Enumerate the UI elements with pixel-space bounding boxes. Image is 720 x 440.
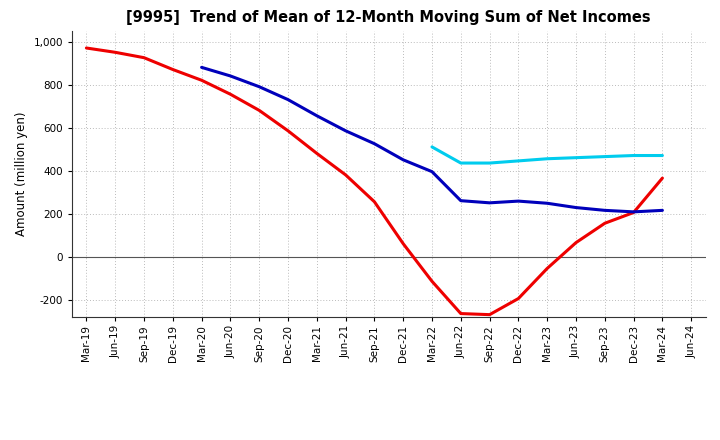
5 Years bbox=[543, 201, 552, 206]
5 Years bbox=[197, 65, 206, 70]
3 Years bbox=[485, 312, 494, 317]
3 Years bbox=[140, 55, 148, 60]
3 Years bbox=[370, 199, 379, 205]
Line: 5 Years: 5 Years bbox=[202, 67, 662, 212]
Title: [9995]  Trend of Mean of 12-Month Moving Sum of Net Incomes: [9995] Trend of Mean of 12-Month Moving … bbox=[127, 11, 651, 26]
5 Years bbox=[456, 198, 465, 203]
3 Years bbox=[255, 108, 264, 113]
3 Years bbox=[399, 241, 408, 246]
5 Years bbox=[428, 169, 436, 174]
5 Years bbox=[485, 200, 494, 205]
5 Years bbox=[658, 208, 667, 213]
7 Years bbox=[456, 161, 465, 166]
3 Years bbox=[514, 296, 523, 301]
Line: 3 Years: 3 Years bbox=[86, 48, 662, 315]
3 Years bbox=[456, 311, 465, 316]
5 Years bbox=[399, 157, 408, 162]
5 Years bbox=[255, 84, 264, 89]
3 Years bbox=[428, 279, 436, 284]
3 Years bbox=[600, 220, 609, 226]
5 Years bbox=[629, 209, 638, 215]
3 Years bbox=[168, 67, 177, 72]
5 Years bbox=[514, 198, 523, 204]
7 Years bbox=[600, 154, 609, 159]
5 Years bbox=[312, 113, 321, 118]
3 Years bbox=[82, 45, 91, 51]
5 Years bbox=[341, 128, 350, 133]
3 Years bbox=[341, 172, 350, 177]
3 Years bbox=[312, 151, 321, 156]
7 Years bbox=[485, 161, 494, 166]
3 Years bbox=[629, 210, 638, 215]
3 Years bbox=[543, 266, 552, 271]
3 Years bbox=[284, 128, 292, 133]
Y-axis label: Amount (million yen): Amount (million yen) bbox=[15, 112, 28, 236]
7 Years bbox=[428, 144, 436, 150]
5 Years bbox=[370, 141, 379, 147]
7 Years bbox=[543, 156, 552, 161]
3 Years bbox=[111, 50, 120, 55]
7 Years bbox=[629, 153, 638, 158]
7 Years bbox=[658, 153, 667, 158]
3 Years bbox=[658, 176, 667, 181]
5 Years bbox=[572, 205, 580, 210]
7 Years bbox=[514, 158, 523, 164]
Line: 7 Years: 7 Years bbox=[432, 147, 662, 163]
3 Years bbox=[572, 240, 580, 245]
5 Years bbox=[226, 73, 235, 79]
5 Years bbox=[284, 97, 292, 102]
3 Years bbox=[226, 92, 235, 97]
3 Years bbox=[197, 77, 206, 83]
5 Years bbox=[600, 208, 609, 213]
7 Years bbox=[572, 155, 580, 160]
